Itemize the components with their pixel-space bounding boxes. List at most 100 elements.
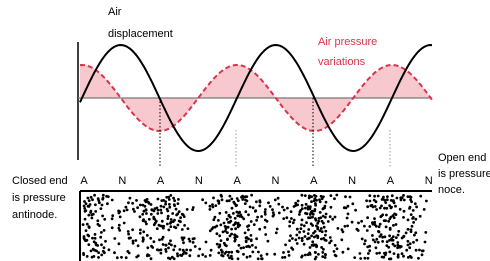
molecule (162, 206, 165, 209)
molecule (308, 237, 311, 240)
molecule (111, 217, 114, 220)
molecule (386, 195, 389, 198)
molecule (412, 209, 415, 212)
molecule (396, 197, 399, 200)
molecule (173, 199, 176, 202)
molecule (84, 218, 87, 221)
molecule (250, 239, 253, 242)
molecule (125, 206, 128, 209)
molecule (209, 254, 212, 257)
molecule (331, 218, 334, 221)
molecule (281, 256, 284, 259)
molecule (96, 219, 99, 222)
molecule (175, 226, 178, 229)
molecule (225, 211, 228, 214)
molecule (333, 197, 336, 200)
molecule (282, 251, 285, 254)
molecule (173, 204, 176, 207)
molecule (255, 237, 258, 240)
molecule (167, 257, 170, 260)
molecule (113, 251, 116, 254)
molecule (319, 229, 322, 232)
molecule (219, 224, 222, 227)
molecule (131, 228, 134, 231)
molecule (394, 205, 397, 208)
molecule (229, 220, 232, 223)
molecule (290, 217, 293, 220)
molecule (301, 219, 304, 222)
molecule (260, 254, 263, 257)
molecule (91, 198, 94, 201)
molecule (127, 201, 130, 204)
molecule (374, 241, 377, 244)
molecule (425, 200, 428, 203)
molecule (128, 237, 131, 240)
molecule (322, 207, 325, 210)
molecule (225, 244, 228, 247)
molecule (237, 199, 240, 202)
molecule (220, 254, 223, 257)
molecule (94, 210, 97, 213)
molecule (333, 250, 336, 253)
molecule (375, 208, 378, 211)
molecule (419, 195, 422, 198)
molecule (237, 257, 240, 260)
molecule (385, 214, 388, 217)
molecule (244, 199, 247, 202)
molecule (226, 218, 229, 221)
molecule (354, 209, 357, 212)
molecule (415, 206, 418, 209)
molecule (390, 239, 393, 242)
molecule (217, 219, 220, 222)
molecule (415, 239, 418, 242)
label-line: Air (108, 6, 122, 18)
molecule (305, 203, 308, 206)
molecule (135, 199, 138, 202)
molecule (210, 249, 213, 252)
molecule (248, 246, 251, 249)
molecule (246, 225, 249, 228)
molecule (367, 257, 370, 260)
molecule (94, 233, 97, 236)
molecule (234, 217, 237, 220)
molecule (273, 253, 276, 256)
molecule (168, 203, 171, 206)
molecule (298, 213, 301, 216)
molecule (372, 206, 375, 209)
molecule (188, 254, 191, 257)
label-line: Closed end (12, 175, 68, 187)
molecule (366, 229, 369, 232)
molecule (363, 225, 366, 228)
molecule (330, 206, 333, 209)
molecule (307, 216, 310, 219)
molecule (277, 203, 280, 206)
molecule (86, 255, 89, 258)
molecule (239, 214, 242, 217)
molecule (294, 238, 297, 241)
molecule (291, 237, 294, 240)
molecule (414, 218, 417, 221)
molecule (96, 244, 99, 247)
molecule (164, 203, 167, 206)
molecule (201, 198, 204, 201)
molecule (346, 225, 349, 228)
molecule (146, 234, 149, 237)
molecule (182, 241, 185, 244)
molecule (387, 246, 390, 249)
molecule (157, 209, 160, 212)
molecule (189, 249, 192, 252)
molecule (314, 251, 317, 254)
molecule (357, 222, 360, 225)
molecule (375, 252, 378, 255)
diagram: Air displacement Air pressure variations… (0, 0, 490, 261)
molecule (150, 213, 153, 216)
molecule (325, 239, 328, 242)
molecule (351, 221, 354, 224)
molecule (267, 201, 270, 204)
molecule (100, 243, 103, 246)
molecule (89, 211, 92, 214)
molecule (233, 233, 236, 236)
molecule (359, 252, 362, 255)
molecule (160, 205, 163, 208)
molecule (100, 231, 103, 234)
